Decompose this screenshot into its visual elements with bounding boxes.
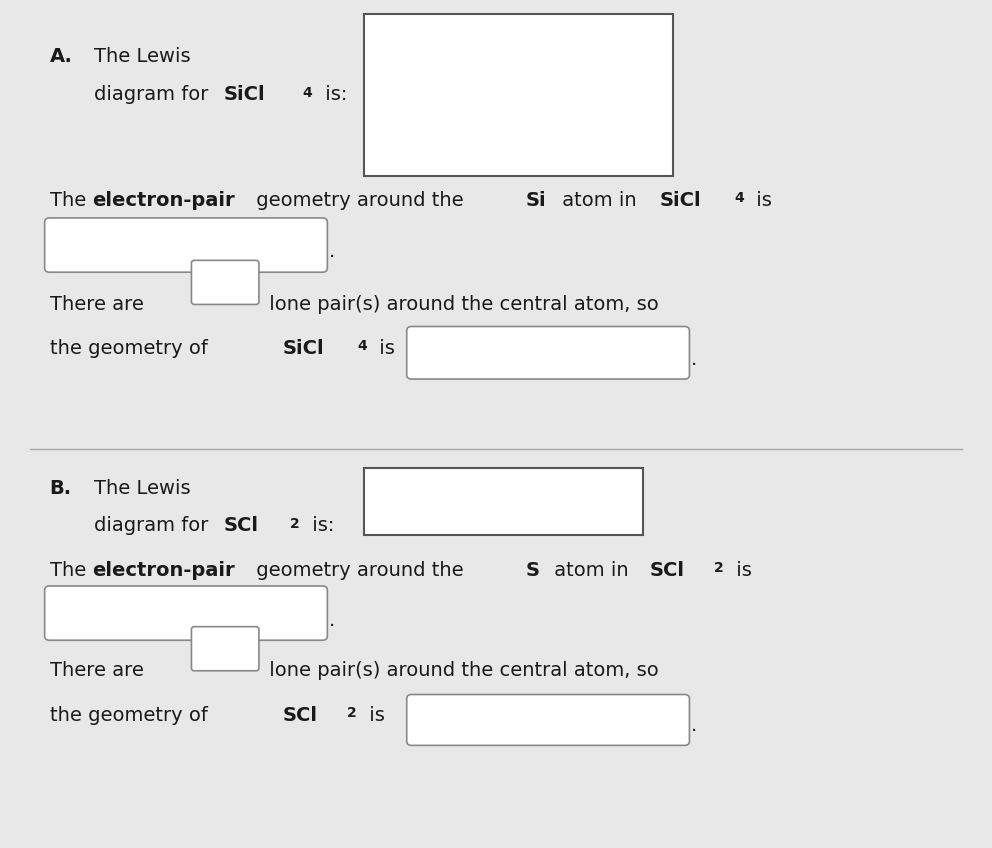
Text: S: S (526, 561, 540, 580)
Text: There are: There are (50, 661, 144, 680)
Text: .: . (690, 350, 696, 369)
FancyBboxPatch shape (407, 326, 689, 379)
Text: diagram for: diagram for (94, 85, 215, 103)
Text: B.: B. (50, 479, 71, 498)
Text: The: The (50, 561, 92, 580)
Text: |: | (513, 64, 524, 81)
FancyBboxPatch shape (191, 260, 259, 304)
FancyBboxPatch shape (364, 468, 643, 535)
Text: Si: Si (526, 191, 547, 209)
Text: SCl: SCl (223, 516, 258, 534)
Text: geometry around the: geometry around the (250, 561, 470, 580)
Text: 4: 4 (303, 86, 312, 101)
Text: the geometry of: the geometry of (50, 339, 213, 358)
Text: :C̈l—Si—C̈l:: :C̈l—Si—C̈l: (453, 89, 583, 107)
Text: SCl: SCl (283, 706, 317, 724)
Text: atom in: atom in (556, 191, 643, 209)
Text: the geometry of: the geometry of (50, 706, 213, 724)
Text: 4: 4 (734, 191, 744, 205)
FancyBboxPatch shape (364, 14, 673, 176)
Text: 2: 2 (347, 706, 357, 720)
FancyBboxPatch shape (45, 218, 327, 272)
Text: .: . (690, 717, 696, 735)
FancyBboxPatch shape (407, 695, 689, 745)
Text: A.: A. (50, 47, 72, 65)
Text: atom in: atom in (548, 561, 635, 580)
Text: 4: 4 (357, 339, 367, 354)
Text: :C̈l:: :C̈l: (491, 31, 546, 49)
Text: There are: There are (50, 295, 144, 314)
Text: diagram for: diagram for (94, 516, 215, 534)
Text: is: is (373, 339, 395, 358)
Text: is: is (730, 561, 752, 580)
Text: lone pair(s) around the central atom, so: lone pair(s) around the central atom, so (263, 295, 659, 314)
Text: electron-pair: electron-pair (92, 561, 235, 580)
Text: The Lewis: The Lewis (94, 479, 190, 498)
Text: is:: is: (306, 516, 334, 534)
FancyBboxPatch shape (191, 627, 259, 671)
Text: SiCl: SiCl (283, 339, 324, 358)
Text: is: is (750, 191, 772, 209)
Text: .: . (329, 611, 335, 630)
Text: :C̈l:: :C̈l: (491, 150, 546, 168)
Text: SCl: SCl (650, 561, 684, 580)
Text: SiCl: SiCl (660, 191, 701, 209)
Text: SiCl: SiCl (223, 85, 265, 103)
Text: lone pair(s) around the central atom, so: lone pair(s) around the central atom, so (263, 661, 659, 680)
FancyBboxPatch shape (45, 586, 327, 640)
Text: is: is (363, 706, 385, 724)
Text: :C̈l—S̈—C̈l:: :C̈l—S̈—C̈l: (438, 493, 568, 510)
Text: The: The (50, 191, 92, 209)
Text: 2: 2 (714, 561, 724, 576)
Text: geometry around the: geometry around the (250, 191, 470, 209)
Text: |: | (513, 123, 524, 141)
Text: The Lewis: The Lewis (94, 47, 190, 65)
Text: electron-pair: electron-pair (92, 191, 235, 209)
Text: .: . (329, 243, 335, 261)
Text: 2: 2 (290, 517, 300, 532)
Text: is:: is: (319, 85, 348, 103)
